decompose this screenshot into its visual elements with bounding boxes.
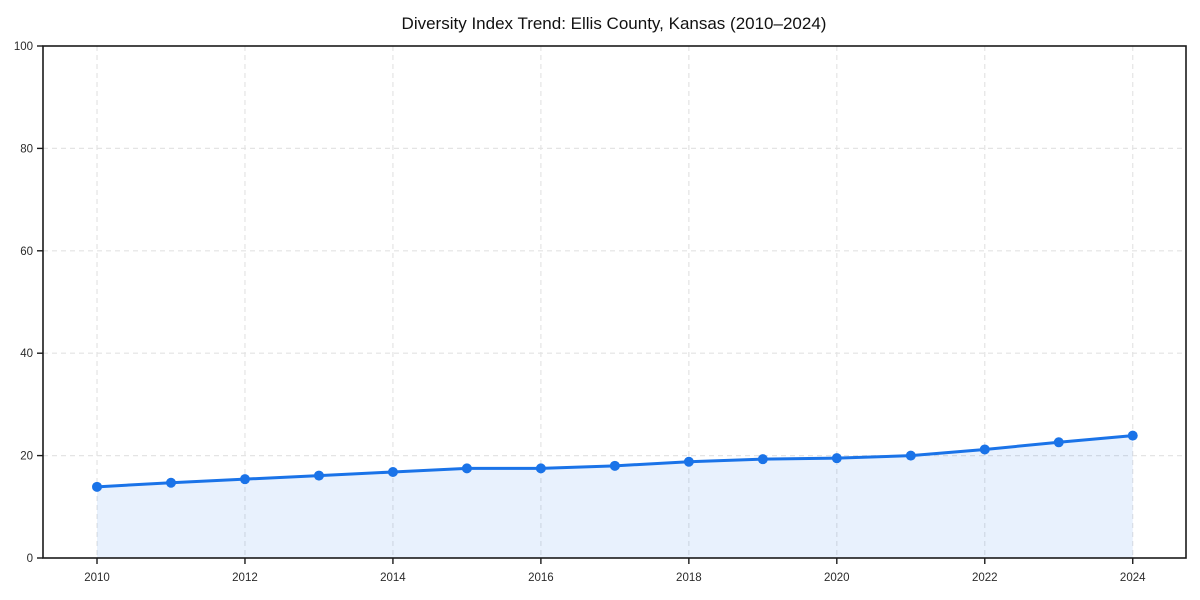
data-point-2019 xyxy=(757,454,768,465)
data-point-2014 xyxy=(387,466,398,477)
data-point-2020 xyxy=(831,453,842,464)
data-point-2022 xyxy=(979,444,990,455)
x-tick-label: 2012 xyxy=(232,572,258,584)
data-point-2023 xyxy=(1053,437,1064,448)
data-point-2018 xyxy=(683,456,694,467)
data-point-2016 xyxy=(535,463,546,474)
x-tick-label: 2024 xyxy=(1120,572,1146,584)
data-point-2015 xyxy=(461,463,472,474)
x-tick-label: 2018 xyxy=(676,572,702,584)
plot-border xyxy=(42,45,1187,559)
y-tick-label: 80 xyxy=(20,143,33,155)
x-tick-label: 2014 xyxy=(380,572,406,584)
x-tick-label: 2016 xyxy=(528,572,554,584)
data-point-2012 xyxy=(239,474,250,485)
trend-area-fill xyxy=(97,435,1133,558)
x-tick-label: 2010 xyxy=(84,572,110,584)
data-point-2010 xyxy=(92,481,103,492)
data-point-2021 xyxy=(905,450,916,461)
y-tick-label: 100 xyxy=(14,41,33,53)
y-tick-label: 20 xyxy=(20,451,33,463)
data-point-2017 xyxy=(609,460,620,471)
data-point-2013 xyxy=(313,470,324,481)
data-point-2024 xyxy=(1127,430,1138,441)
y-tick-label: 40 xyxy=(20,348,33,360)
data-point-2011 xyxy=(165,477,176,488)
y-tick-label: 60 xyxy=(20,246,33,258)
plot-area: 0 20 40 60 80 100 2010 2012 2014 2016 2018 2020 2022… xyxy=(14,41,1187,584)
y-tick-label: 0 xyxy=(27,553,33,565)
x-tick-label: 2022 xyxy=(972,572,998,584)
x-tick-label: 2020 xyxy=(824,572,850,584)
chart-title: Diversity Index Trend: Ellis County, Kan… xyxy=(402,14,827,33)
